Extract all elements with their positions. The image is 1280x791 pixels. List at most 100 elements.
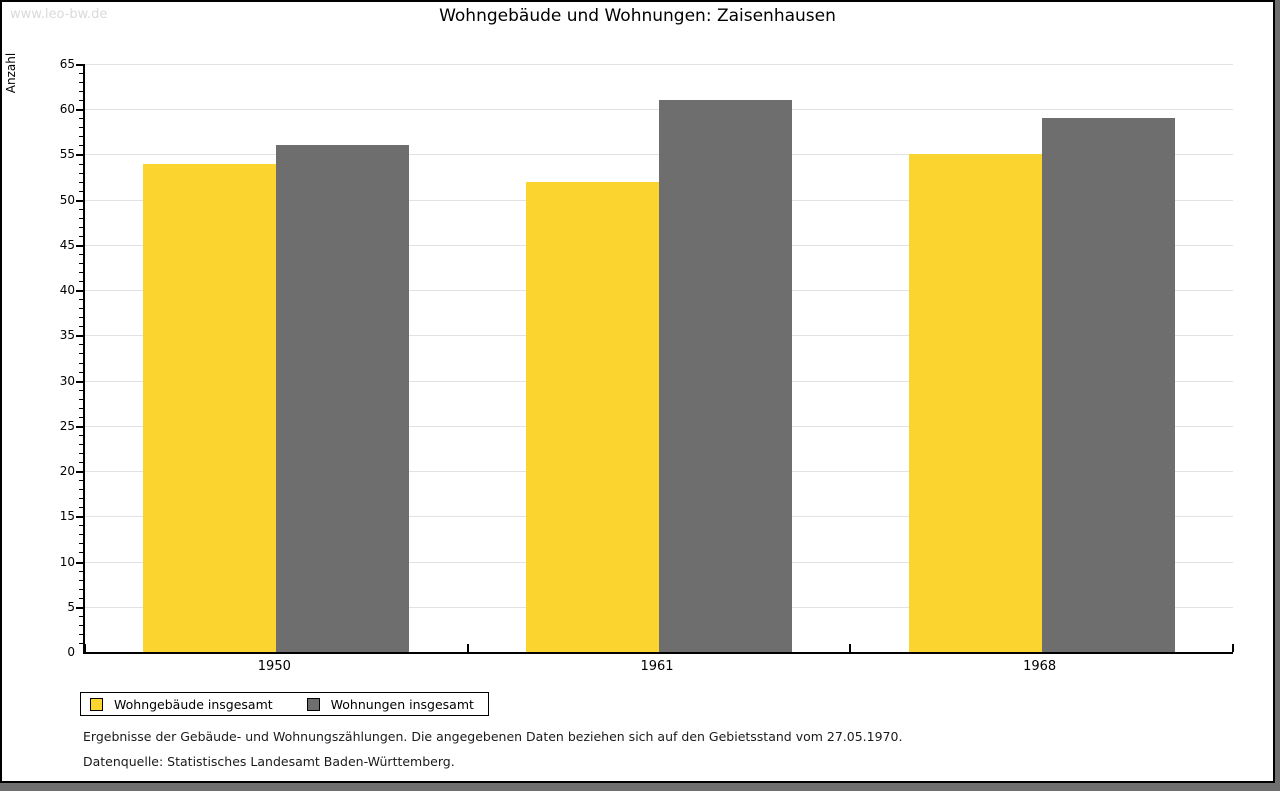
y-minor-tick xyxy=(79,226,83,228)
y-minor-tick xyxy=(79,434,83,436)
y-minor-tick xyxy=(79,543,83,545)
legend-label: Wohnungen insgesamt xyxy=(330,696,474,712)
y-major-tick xyxy=(76,154,83,157)
y-minor-tick xyxy=(79,172,83,174)
y-minor-tick xyxy=(79,398,83,400)
y-minor-tick xyxy=(79,416,83,418)
y-minor-tick xyxy=(79,579,83,581)
y-minor-tick xyxy=(79,407,83,409)
y-minor-tick xyxy=(79,615,83,617)
y-minor-tick xyxy=(79,570,83,572)
legend: Wohngebäude insgesamt Wohnungen insgesamt xyxy=(80,692,489,716)
y-minor-tick xyxy=(79,362,83,364)
y-minor-tick xyxy=(79,480,83,482)
y-minor-tick xyxy=(79,534,83,536)
bar-1961-series1 xyxy=(526,181,659,652)
y-minor-tick xyxy=(79,462,83,464)
y-minor-tick xyxy=(79,163,83,165)
x-axis-tick xyxy=(466,644,469,652)
bar-1961-series2 xyxy=(659,100,792,652)
legend-item-series2: Wohnungen insgesamt xyxy=(306,696,474,712)
y-minor-tick xyxy=(79,597,83,599)
x-axis-tick xyxy=(84,644,86,652)
y-tick-label: 30 xyxy=(59,373,75,388)
y-minor-tick xyxy=(79,353,83,355)
y-minor-tick xyxy=(79,588,83,590)
y-major-tick xyxy=(76,290,83,293)
y-tick-label: 60 xyxy=(59,102,75,117)
y-tick-label: 45 xyxy=(59,237,75,252)
y-major-tick xyxy=(76,199,83,202)
y-minor-tick xyxy=(79,452,83,454)
x-axis-tick xyxy=(849,644,852,652)
y-minor-tick xyxy=(79,118,83,120)
watermark: www.leo-bw.de xyxy=(10,7,108,22)
y-minor-tick xyxy=(79,145,83,147)
y-minor-tick xyxy=(79,308,83,310)
y-major-tick xyxy=(76,109,83,112)
y-minor-tick xyxy=(79,624,83,626)
y-minor-tick xyxy=(79,127,83,129)
y-minor-tick xyxy=(79,642,83,644)
y-major-tick xyxy=(76,425,83,428)
y-minor-tick xyxy=(79,344,83,346)
y-minor-tick xyxy=(79,136,83,138)
x-axis-tick xyxy=(1232,644,1234,652)
y-minor-tick xyxy=(79,91,83,93)
y-tick-label: 55 xyxy=(59,147,75,162)
y-tick-label: 35 xyxy=(59,328,75,343)
y-minor-tick xyxy=(79,208,83,210)
y-minor-tick xyxy=(79,507,83,509)
y-minor-tick xyxy=(79,552,83,554)
bar-1968-series2 xyxy=(1041,118,1175,652)
legend-swatch-icon xyxy=(90,697,103,711)
y-minor-tick xyxy=(79,443,83,445)
y-minor-tick xyxy=(79,272,83,274)
y-major-tick xyxy=(76,606,83,609)
y-minor-tick xyxy=(79,82,83,84)
y-minor-tick xyxy=(79,281,83,283)
y-minor-tick xyxy=(79,326,83,328)
y-minor-tick xyxy=(79,371,83,373)
y-tick-label: 5 xyxy=(67,599,75,614)
y-tick-label: 0 xyxy=(67,645,75,659)
footer-source: Datenquelle: Statistisches Landesamt Bad… xyxy=(83,754,455,769)
y-minor-tick xyxy=(79,299,83,301)
y-minor-tick xyxy=(79,389,83,391)
y-major-tick xyxy=(76,380,83,383)
plot-area: 0 5 10 15 20 25 30 35 40 45 50 55 60 65 xyxy=(60,57,1234,659)
bar-1950-series2 xyxy=(276,145,410,652)
y-tick-label: 25 xyxy=(59,418,75,433)
bar-1968-series1 xyxy=(908,154,1042,652)
y-major-tick xyxy=(76,335,83,338)
y-minor-tick xyxy=(79,235,83,237)
y-tick-label: 65 xyxy=(59,57,75,71)
y-minor-tick xyxy=(79,100,83,102)
y-minor-tick xyxy=(79,489,83,491)
legend-swatch-icon xyxy=(306,697,320,711)
chart-title: Wohngebäude und Wohnungen: Zaisenhausen xyxy=(439,6,836,26)
x-category-label: 1968 xyxy=(1023,659,1057,674)
y-minor-tick xyxy=(79,253,83,255)
bar-1950-series1 xyxy=(143,163,277,652)
y-tick-label: 40 xyxy=(59,283,75,298)
y-major-tick xyxy=(76,516,83,519)
x-category-label: 1950 xyxy=(257,659,291,674)
y-tick-label: 15 xyxy=(59,509,75,524)
y-tick-label: 10 xyxy=(59,554,75,569)
y-major-tick xyxy=(76,471,83,474)
y-minor-tick xyxy=(79,525,83,527)
y-minor-tick xyxy=(79,181,83,183)
y-minor-tick xyxy=(79,498,83,500)
y-minor-tick xyxy=(79,73,83,75)
x-category-label: 1961 xyxy=(640,659,674,674)
y-minor-tick xyxy=(79,190,83,192)
y-major-tick xyxy=(76,561,83,564)
legend-label: Wohngebäude insgesamt xyxy=(114,696,273,712)
y-major-tick xyxy=(76,64,83,66)
footer-note: Ergebnisse der Gebäude- und Wohnungszähl… xyxy=(83,729,903,744)
y-tick-label: 20 xyxy=(59,464,75,479)
gridline xyxy=(85,64,1233,65)
y-minor-tick xyxy=(79,633,83,635)
